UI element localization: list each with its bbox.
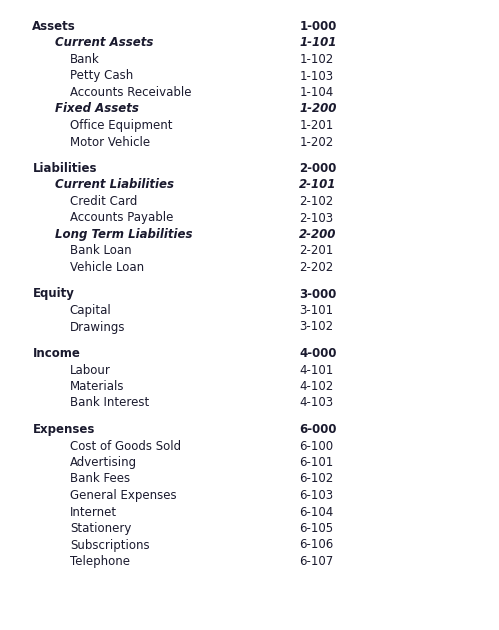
Text: 2-103: 2-103 xyxy=(299,212,333,224)
Text: Petty Cash: Petty Cash xyxy=(70,69,133,83)
Text: 1-102: 1-102 xyxy=(299,53,334,66)
Text: 3-102: 3-102 xyxy=(299,321,333,333)
Text: 2-101: 2-101 xyxy=(299,178,337,192)
Text: Income: Income xyxy=(32,347,80,360)
Text: Long Term Liabilities: Long Term Liabilities xyxy=(55,228,193,241)
Text: Advertising: Advertising xyxy=(70,456,137,469)
Text: Bank Loan: Bank Loan xyxy=(70,244,131,258)
Text: Office Equipment: Office Equipment xyxy=(70,119,172,132)
Text: 2-202: 2-202 xyxy=(299,261,334,274)
Text: 1-200: 1-200 xyxy=(299,103,337,115)
Text: 2-200: 2-200 xyxy=(299,228,337,241)
Text: 3-101: 3-101 xyxy=(299,304,333,317)
Text: Accounts Receivable: Accounts Receivable xyxy=(70,86,191,99)
Text: 1-104: 1-104 xyxy=(299,86,334,99)
Text: General Expenses: General Expenses xyxy=(70,489,177,502)
Text: Current Liabilities: Current Liabilities xyxy=(55,178,174,192)
Text: 2-000: 2-000 xyxy=(299,162,337,175)
Text: 4-000: 4-000 xyxy=(299,347,337,360)
Text: Equity: Equity xyxy=(32,287,74,301)
Text: 6-105: 6-105 xyxy=(299,522,333,535)
Text: Fixed Assets: Fixed Assets xyxy=(55,103,139,115)
Text: Internet: Internet xyxy=(70,505,117,518)
Text: 1-201: 1-201 xyxy=(299,119,334,132)
Text: 6-100: 6-100 xyxy=(299,440,333,452)
Text: 6-106: 6-106 xyxy=(299,539,334,551)
Text: Credit Card: Credit Card xyxy=(70,195,137,208)
Text: Cost of Goods Sold: Cost of Goods Sold xyxy=(70,440,181,452)
Text: Labour: Labour xyxy=(70,364,111,377)
Text: 1-103: 1-103 xyxy=(299,69,333,83)
Text: 1-000: 1-000 xyxy=(299,20,337,33)
Text: Bank Fees: Bank Fees xyxy=(70,472,130,486)
Text: 1-101: 1-101 xyxy=(299,37,337,50)
Text: Telephone: Telephone xyxy=(70,555,130,568)
Text: 4-103: 4-103 xyxy=(299,396,333,410)
Text: 6-102: 6-102 xyxy=(299,472,334,486)
Text: 2-102: 2-102 xyxy=(299,195,334,208)
Text: Drawings: Drawings xyxy=(70,321,125,333)
Text: Capital: Capital xyxy=(70,304,112,317)
Text: 4-101: 4-101 xyxy=(299,364,334,377)
Text: 2-201: 2-201 xyxy=(299,244,334,258)
Text: 6-103: 6-103 xyxy=(299,489,333,502)
Text: 3-000: 3-000 xyxy=(299,287,337,301)
Text: Subscriptions: Subscriptions xyxy=(70,539,150,551)
Text: Bank: Bank xyxy=(70,53,100,66)
Text: 6-101: 6-101 xyxy=(299,456,334,469)
Text: Motor Vehicle: Motor Vehicle xyxy=(70,135,150,149)
Text: Bank Interest: Bank Interest xyxy=(70,396,149,410)
Text: Vehicle Loan: Vehicle Loan xyxy=(70,261,144,274)
Text: Materials: Materials xyxy=(70,380,124,393)
Text: Stationery: Stationery xyxy=(70,522,131,535)
Text: Current Assets: Current Assets xyxy=(55,37,153,50)
Text: 6-107: 6-107 xyxy=(299,555,334,568)
Text: 1-202: 1-202 xyxy=(299,135,334,149)
Text: 4-102: 4-102 xyxy=(299,380,334,393)
Text: Accounts Payable: Accounts Payable xyxy=(70,212,173,224)
Text: Expenses: Expenses xyxy=(32,423,95,436)
Text: Assets: Assets xyxy=(32,20,76,33)
Text: 6-104: 6-104 xyxy=(299,505,334,518)
Text: Liabilities: Liabilities xyxy=(32,162,97,175)
Text: 6-000: 6-000 xyxy=(299,423,337,436)
